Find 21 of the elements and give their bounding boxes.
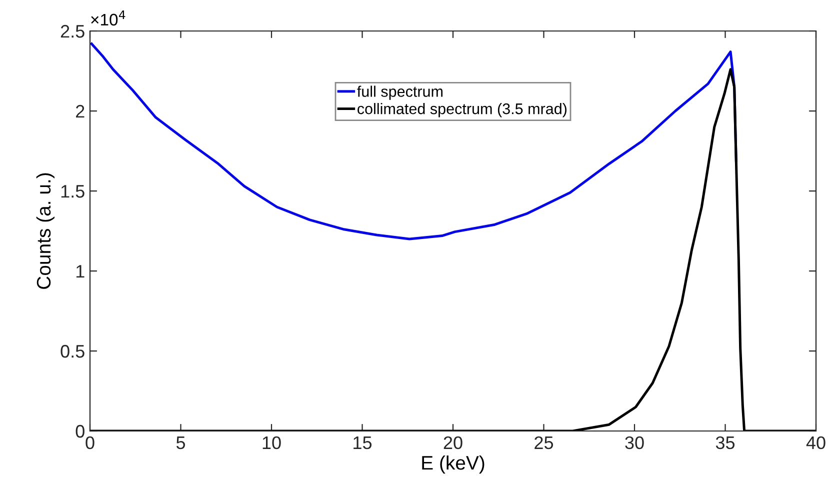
y-axis-title: Counts (a. u.) (36, 173, 54, 289)
x-tick-label: 35 (716, 436, 735, 450)
legend-label: full spectrum (357, 86, 442, 100)
x-tick-label: 10 (262, 436, 281, 450)
x-tick-label: 20 (444, 436, 462, 450)
x-tick-label: 15 (354, 436, 372, 450)
x-axis-title: E (keV) (422, 455, 484, 474)
y-tick-label: 2.5 (60, 24, 84, 38)
x-tick-label: 5 (176, 436, 186, 450)
text: ×10$^{4}$ (91, 10, 126, 26)
x-tick-label: 0 (86, 436, 94, 450)
line-series (90, 42, 738, 240)
y-tick-label: 1.5 (61, 185, 84, 198)
x-tick-label: 30 (625, 436, 644, 450)
x-tick-label: 25 (534, 436, 554, 450)
x-tick-label: 40 (806, 436, 826, 450)
y-tick-label: 1 (76, 265, 84, 278)
y-tick-label: 0 (76, 424, 84, 438)
y-tick-label: 2 (76, 104, 84, 118)
legend-label: collimated spectrum (3.5 mrad) (358, 102, 567, 118)
y-tick-label: 0.5 (60, 344, 84, 358)
